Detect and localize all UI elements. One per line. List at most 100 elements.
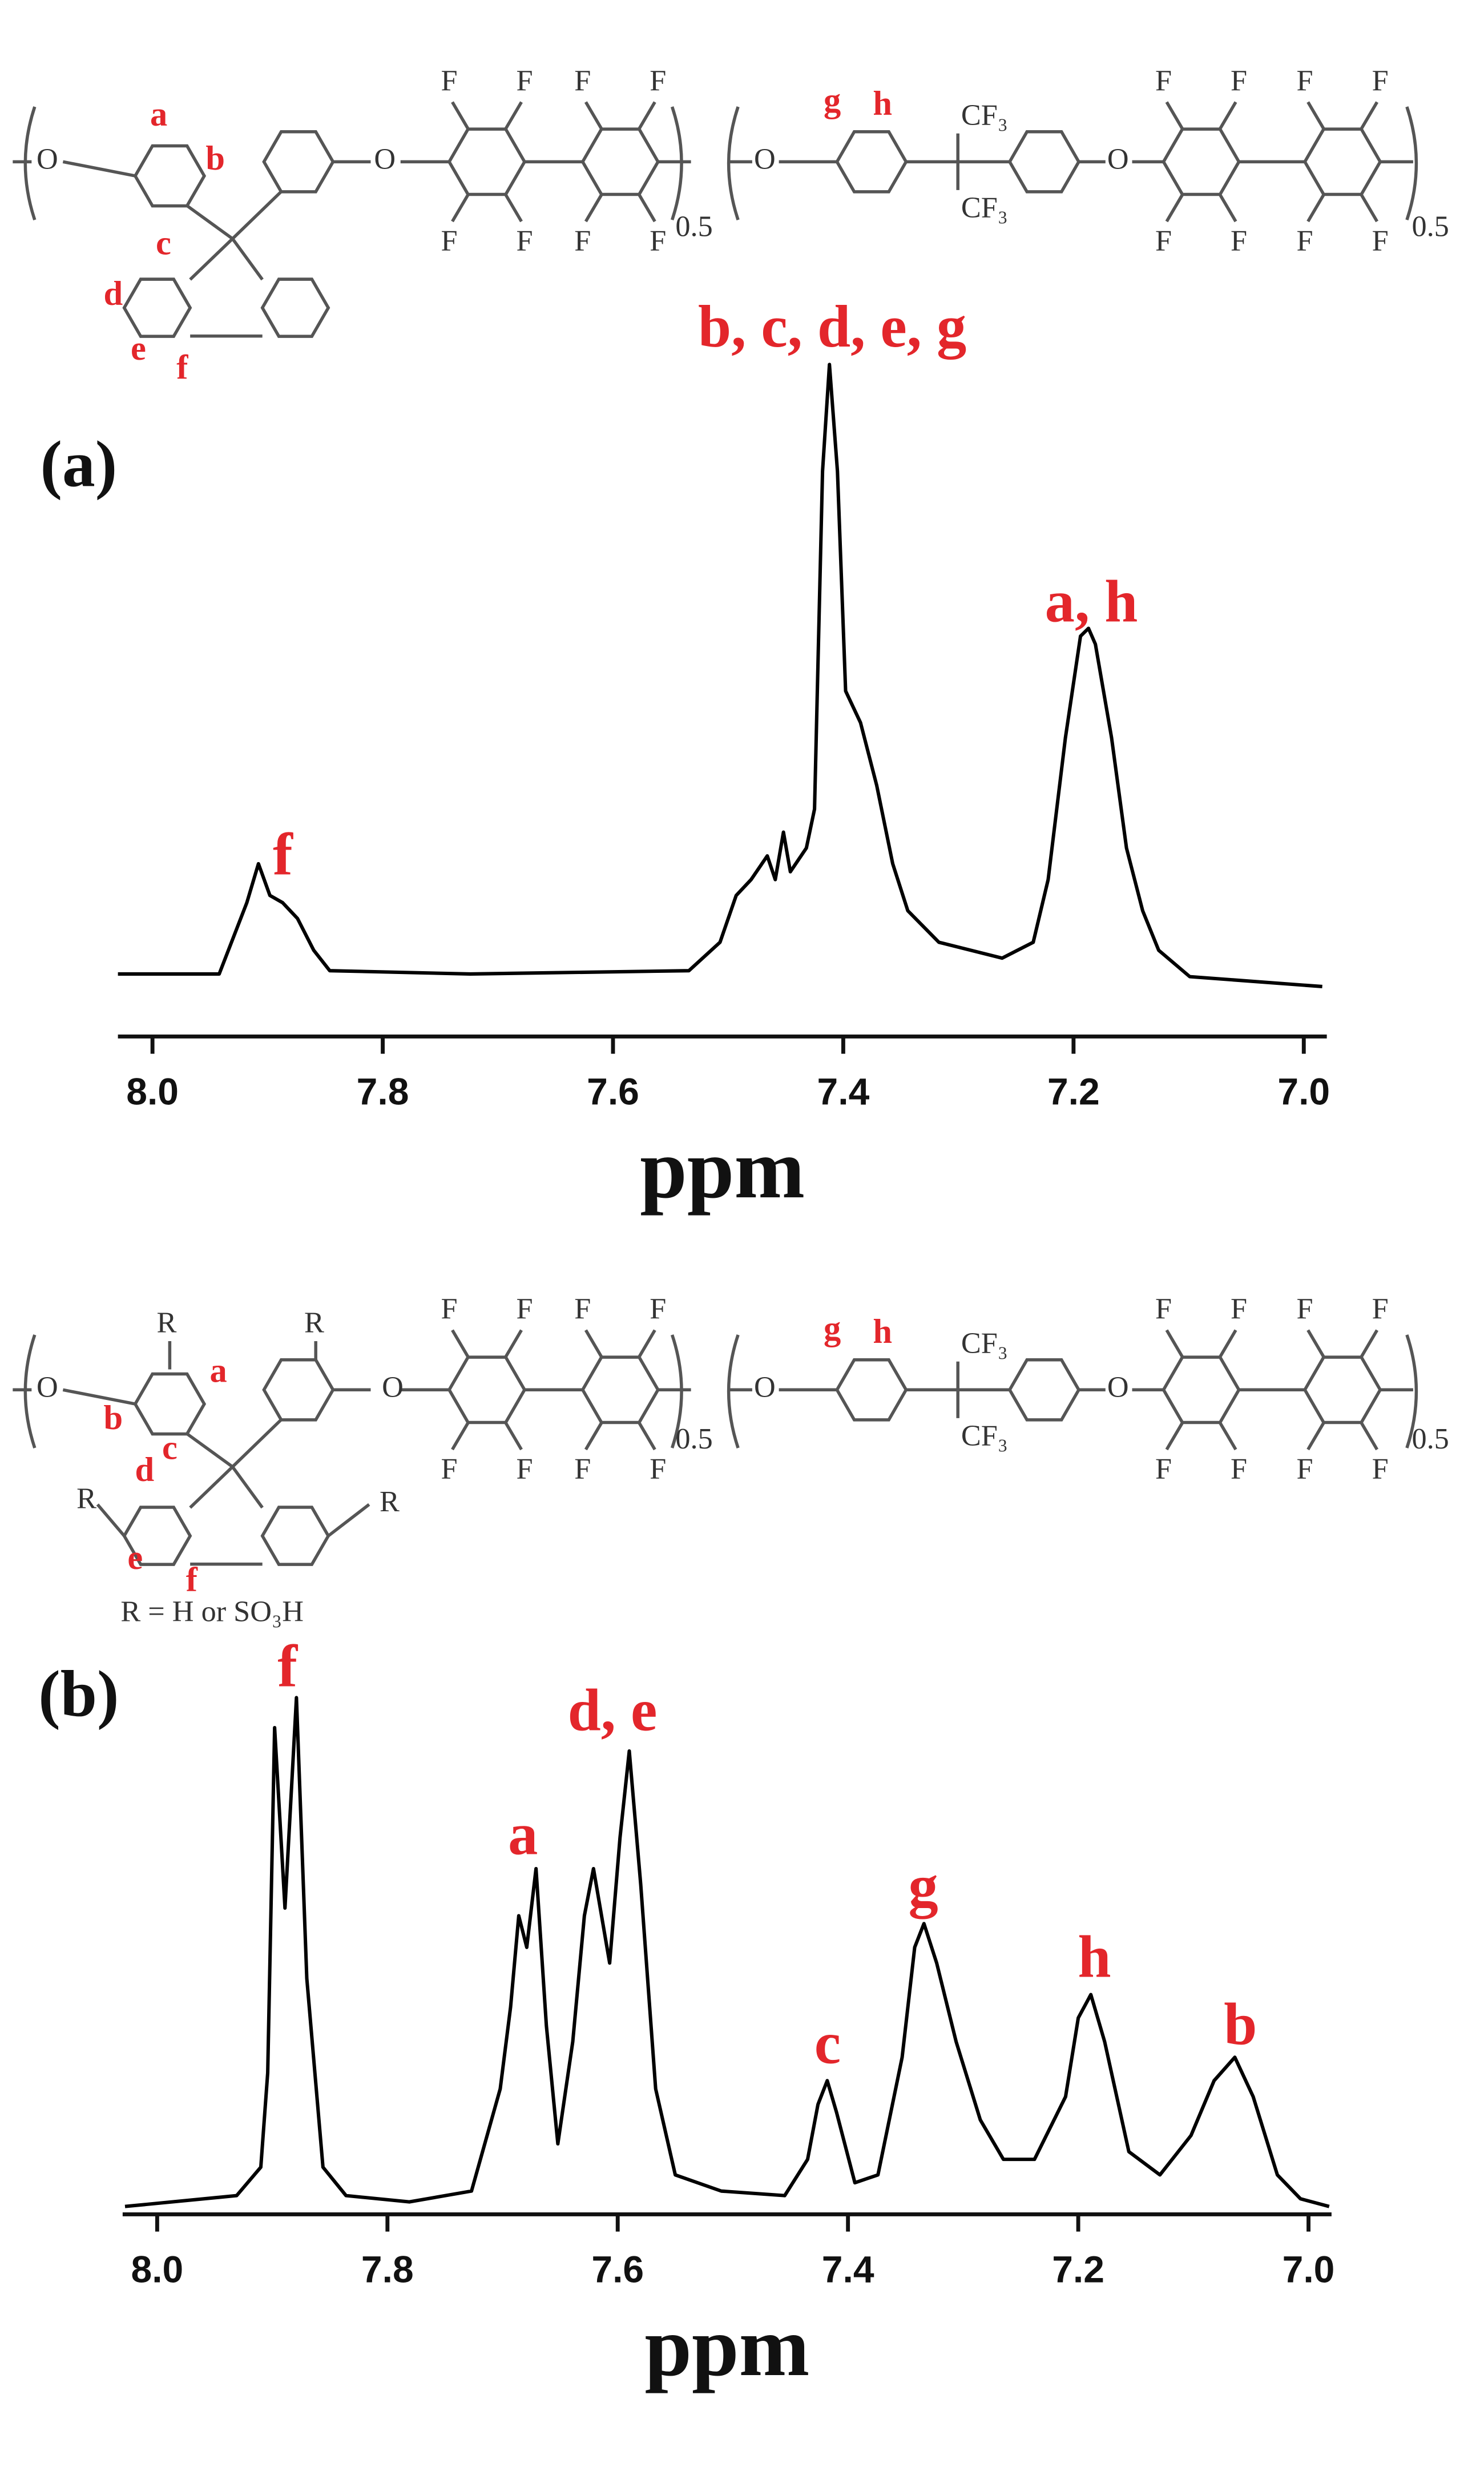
bond bbox=[584, 1329, 603, 1358]
x-tick-label: 8.0 bbox=[126, 1071, 179, 1113]
ring bbox=[1162, 1355, 1241, 1424]
ring bbox=[260, 277, 330, 338]
bond bbox=[231, 1418, 283, 1468]
ring bbox=[1007, 130, 1081, 194]
peak-label: b bbox=[1224, 1991, 1257, 2058]
structure-label: g bbox=[824, 1309, 841, 1347]
structure-label: F bbox=[650, 1452, 666, 1485]
bond bbox=[584, 101, 603, 130]
ring bbox=[1007, 1358, 1081, 1422]
structure-label: R bbox=[156, 1306, 176, 1339]
bond bbox=[451, 194, 470, 223]
bond bbox=[451, 1329, 470, 1358]
bond bbox=[231, 1466, 264, 1509]
structure-label: F bbox=[574, 64, 591, 97]
structure-label: b bbox=[104, 1399, 123, 1437]
ring bbox=[835, 130, 908, 194]
bond bbox=[584, 1422, 603, 1451]
panel-label: (b) bbox=[38, 1657, 119, 1730]
structure-label: F bbox=[574, 1452, 591, 1485]
structure-label: F bbox=[1155, 1292, 1172, 1325]
structure-label: CF₃ bbox=[961, 1326, 1008, 1359]
structure-label: e bbox=[127, 1539, 143, 1577]
x-tick-label: 7.8 bbox=[361, 2248, 414, 2291]
bond bbox=[1219, 1329, 1237, 1358]
structure-label: O bbox=[37, 142, 58, 175]
structure-label: 0.5 bbox=[675, 210, 712, 243]
parenthesis bbox=[727, 1334, 740, 1448]
structure-label: F bbox=[517, 1452, 533, 1485]
bond bbox=[186, 1432, 234, 1468]
bond bbox=[62, 1388, 136, 1406]
bond bbox=[638, 1329, 656, 1358]
structure-label: F bbox=[650, 64, 666, 97]
peak-label: b, c, d, e, g bbox=[698, 293, 966, 360]
parenthesis bbox=[670, 106, 683, 220]
parenthesis bbox=[1405, 1334, 1418, 1448]
structure-label: F bbox=[441, 64, 457, 97]
panel-label: (a) bbox=[41, 428, 118, 501]
structure-label: h bbox=[873, 84, 892, 123]
x-tick-label: 7.2 bbox=[1052, 2248, 1104, 2291]
structure-label: 0.5 bbox=[1412, 1422, 1449, 1455]
structure-label: F bbox=[650, 1292, 666, 1325]
structure-label: F bbox=[1231, 1292, 1247, 1325]
structure-label: R bbox=[76, 1482, 96, 1515]
structure-label: e bbox=[131, 329, 146, 368]
structure-label: O bbox=[1107, 1370, 1129, 1403]
peak-label: f bbox=[273, 821, 293, 887]
parenthesis bbox=[1405, 106, 1418, 220]
structure-label: CF₃ bbox=[961, 1419, 1008, 1452]
x-tick-label: 7.0 bbox=[1277, 1071, 1330, 1113]
bond bbox=[504, 194, 523, 223]
structure-label: g bbox=[824, 81, 841, 119]
bond bbox=[231, 238, 264, 281]
peak-label: h bbox=[1078, 1923, 1111, 1990]
structure-label: c bbox=[156, 224, 171, 263]
bond bbox=[189, 238, 234, 281]
ring bbox=[133, 144, 207, 208]
bond bbox=[62, 160, 136, 178]
structure-label: R bbox=[304, 1306, 324, 1339]
bond bbox=[451, 1422, 470, 1451]
bond bbox=[638, 101, 656, 130]
ring bbox=[262, 130, 335, 194]
structure-label: F bbox=[517, 1292, 533, 1325]
structure-label: F bbox=[1297, 1292, 1313, 1325]
bond bbox=[1219, 1422, 1237, 1451]
structure-label: h bbox=[873, 1313, 892, 1351]
bond bbox=[327, 1503, 370, 1538]
structure-label: O bbox=[754, 142, 776, 175]
structure-label: F bbox=[441, 224, 457, 257]
ring bbox=[260, 1506, 330, 1566]
parenthesis bbox=[727, 106, 740, 220]
bond bbox=[231, 190, 283, 240]
bond bbox=[1165, 1422, 1184, 1451]
ring bbox=[1162, 127, 1241, 196]
bond bbox=[1360, 1422, 1379, 1451]
bond bbox=[638, 1422, 656, 1451]
x-tick-label: 7.6 bbox=[591, 2248, 644, 2291]
structure: O Ra b cd Re f R R R = H or SO₃H O F F F F F F F F 0.5 Og h C… bbox=[13, 1292, 1449, 1628]
structure-label: F bbox=[1231, 224, 1247, 257]
bond bbox=[584, 194, 603, 223]
structure-label: F bbox=[1231, 64, 1247, 97]
x-tick-label: 8.0 bbox=[131, 2248, 184, 2291]
structure-label: F bbox=[574, 1292, 591, 1325]
structure-label: F bbox=[517, 224, 533, 257]
x-tick-label: 7.4 bbox=[822, 2248, 874, 2291]
bond bbox=[1219, 194, 1237, 223]
structure-label: F bbox=[1155, 64, 1172, 97]
bond bbox=[1165, 194, 1184, 223]
structure-label: b bbox=[205, 139, 225, 178]
parenthesis bbox=[670, 1334, 683, 1448]
ring bbox=[1302, 127, 1382, 196]
structure-label: F bbox=[1372, 1292, 1389, 1325]
ring bbox=[835, 1358, 908, 1422]
ring bbox=[262, 1358, 335, 1422]
structure-label: F bbox=[1372, 1452, 1389, 1485]
structure-label: O bbox=[754, 1370, 776, 1403]
structure-label: R bbox=[380, 1485, 400, 1518]
